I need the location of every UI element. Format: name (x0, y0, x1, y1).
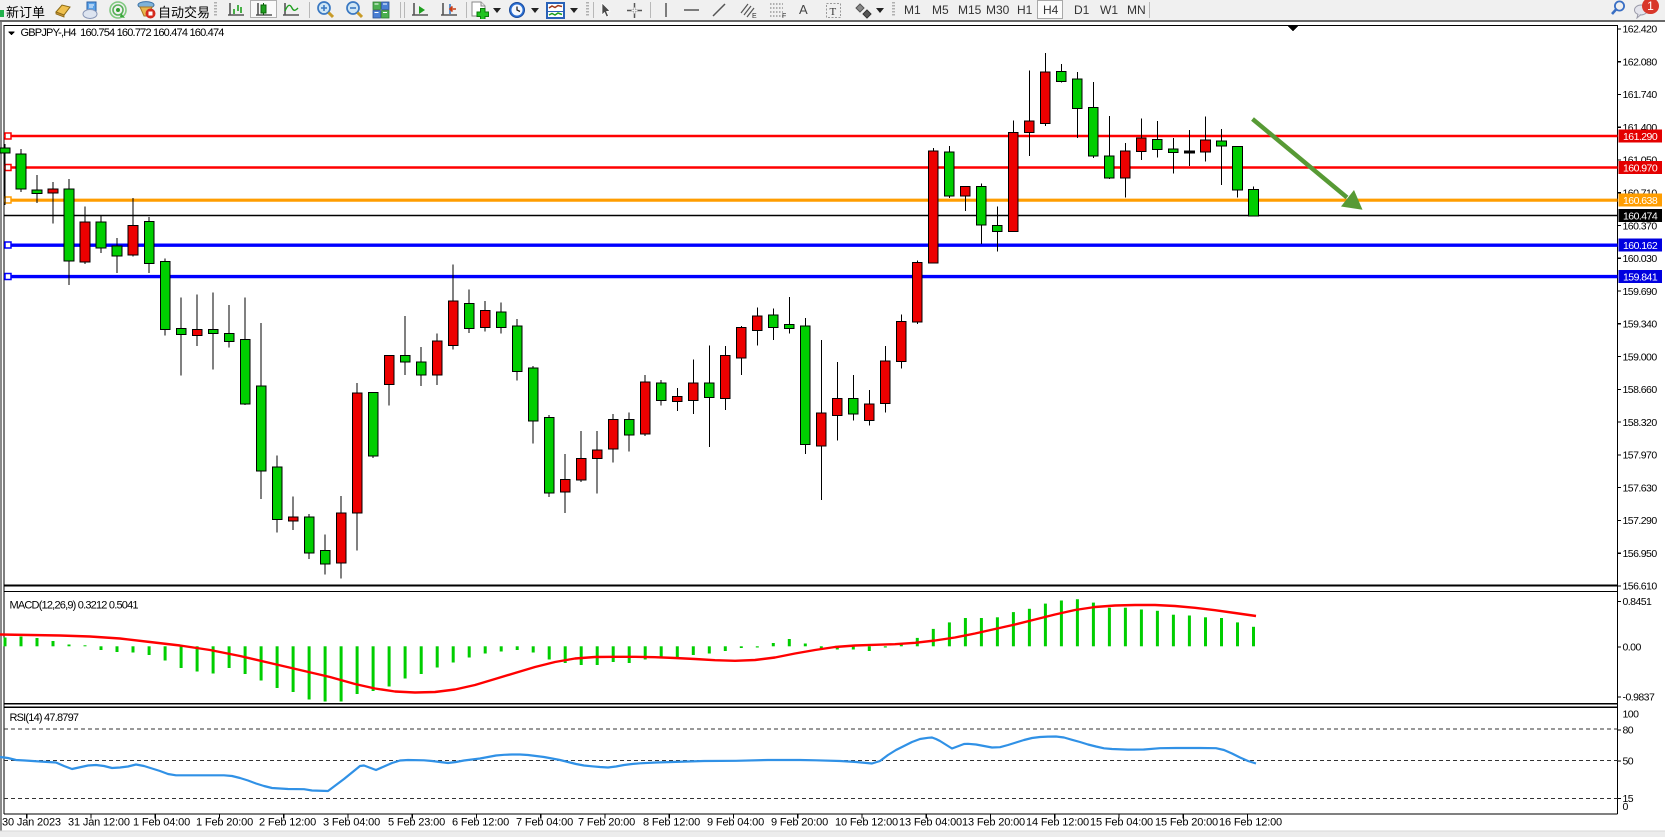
svg-text:100: 100 (1623, 709, 1640, 721)
svg-text:13 Feb 04:00: 13 Feb 04:00 (899, 817, 962, 829)
svg-text:162.420: 162.420 (1623, 24, 1658, 36)
svg-text:E: E (752, 13, 757, 19)
svg-text:0.00: 0.00 (1623, 642, 1642, 654)
svg-text:50: 50 (1623, 756, 1634, 768)
svg-text:-0.9837: -0.9837 (1623, 692, 1655, 704)
svg-text:160.370: 160.370 (1623, 220, 1658, 232)
svg-text:9 Feb 20:00: 9 Feb 20:00 (771, 817, 828, 829)
svg-text:161.740: 161.740 (1623, 89, 1658, 101)
svg-text:10 Feb 12:00: 10 Feb 12:00 (835, 817, 898, 829)
svg-text:0.8451: 0.8451 (1623, 596, 1653, 608)
svg-text:158.660: 158.660 (1623, 384, 1658, 396)
svg-text:158.320: 158.320 (1623, 417, 1658, 429)
svg-text:6 Feb 12:00: 6 Feb 12:00 (452, 817, 509, 829)
svg-text:14 Feb 12:00: 14 Feb 12:00 (1026, 817, 1089, 829)
svg-text:3 Feb 04:00: 3 Feb 04:00 (323, 817, 380, 829)
svg-text:160.638: 160.638 (1623, 195, 1658, 207)
svg-text:30 Jan 2023: 30 Jan 2023 (2, 817, 61, 829)
svg-text:15: 15 (1623, 793, 1634, 805)
svg-text:80: 80 (1623, 725, 1634, 737)
svg-text:15 Feb 04:00: 15 Feb 04:00 (1090, 817, 1153, 829)
svg-text:160.030: 160.030 (1623, 253, 1658, 265)
svg-text:159.690: 159.690 (1623, 286, 1658, 298)
svg-text:7 Feb 04:00: 7 Feb 04:00 (516, 817, 573, 829)
svg-text:F: F (782, 13, 786, 19)
svg-text:162.080: 162.080 (1623, 57, 1658, 69)
svg-text:1 Feb 04:00: 1 Feb 04:00 (133, 817, 190, 829)
svg-text:0: 0 (1623, 801, 1629, 813)
svg-text:9 Feb 04:00: 9 Feb 04:00 (707, 817, 764, 829)
svg-text:159.000: 159.000 (1623, 351, 1658, 363)
svg-text:16 Feb 12:00: 16 Feb 12:00 (1219, 817, 1282, 829)
svg-text:159.340: 159.340 (1623, 319, 1658, 331)
svg-text:157.970: 157.970 (1623, 450, 1658, 462)
svg-text:156.610: 156.610 (1623, 581, 1658, 593)
svg-text:2 Feb 12:00: 2 Feb 12:00 (259, 817, 316, 829)
svg-text:8 Feb 12:00: 8 Feb 12:00 (643, 817, 700, 829)
svg-text:13 Feb 20:00: 13 Feb 20:00 (962, 817, 1025, 829)
svg-text:157.290: 157.290 (1623, 515, 1658, 527)
svg-text:RSI(14) 47.8797: RSI(14) 47.8797 (10, 712, 79, 724)
svg-text:1 Feb 20:00: 1 Feb 20:00 (196, 817, 253, 829)
svg-text:GBPJPY-,H4 160.754 160.772 16: GBPJPY-,H4 160.754 160.772 160.474 160.4… (21, 27, 225, 39)
svg-text:MACD(12,26,9) 0.3212 0.5041: MACD(12,26,9) 0.3212 0.5041 (10, 600, 139, 612)
svg-text:5 Feb 23:00: 5 Feb 23:00 (388, 817, 445, 829)
svg-text:15 Feb 20:00: 15 Feb 20:00 (1155, 817, 1218, 829)
svg-text:160.162: 160.162 (1623, 240, 1658, 252)
svg-text:160.970: 160.970 (1623, 162, 1658, 174)
svg-text:31 Jan 12:00: 31 Jan 12:00 (68, 817, 130, 829)
svg-text:7 Feb 20:00: 7 Feb 20:00 (578, 817, 635, 829)
svg-text:T: T (830, 6, 837, 18)
svg-text:156.950: 156.950 (1623, 548, 1658, 560)
svg-text:159.841: 159.841 (1623, 271, 1658, 283)
svg-text:157.630: 157.630 (1623, 482, 1658, 494)
svg-text:160.474: 160.474 (1623, 210, 1658, 222)
svg-text:161.290: 161.290 (1623, 131, 1658, 143)
